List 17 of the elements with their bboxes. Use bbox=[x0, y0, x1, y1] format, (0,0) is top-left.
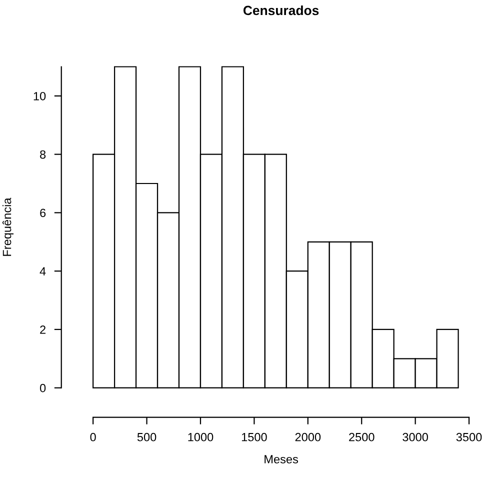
y-axis-title: Frequência bbox=[2, 198, 14, 256]
chart-title: Censurados bbox=[243, 5, 319, 16]
y-tick-label: 0 bbox=[40, 384, 46, 392]
y-tick-label: 8 bbox=[40, 150, 46, 159]
x-tick-label: 3500 bbox=[456, 432, 482, 442]
x-tick-label: 2500 bbox=[349, 432, 374, 442]
x-tick-label: 1000 bbox=[188, 432, 214, 442]
x-tick-label: 0 bbox=[90, 432, 96, 442]
x-axis-title: Meses bbox=[264, 455, 298, 464]
x-tick-label: 3000 bbox=[402, 432, 428, 442]
x-tick-label: 1500 bbox=[242, 432, 267, 442]
y-tick-label: 4 bbox=[40, 267, 46, 276]
x-tick-label: 500 bbox=[137, 432, 156, 442]
y-tick-label: 2 bbox=[40, 325, 46, 334]
y-tick-label: 10 bbox=[34, 92, 46, 100]
x-tick-label: 2000 bbox=[295, 432, 321, 442]
y-tick-label: 6 bbox=[40, 208, 46, 218]
